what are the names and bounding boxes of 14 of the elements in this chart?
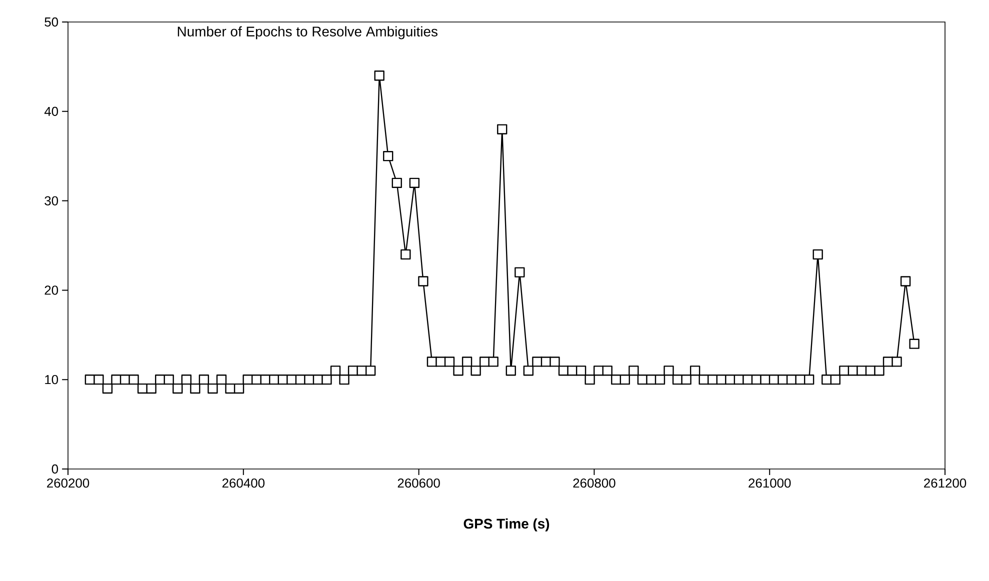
x-tick-label: 260400 xyxy=(222,478,264,488)
x-tick-label: 260800 xyxy=(573,478,616,488)
x-tick-label: 260200 xyxy=(47,478,90,488)
y-tick-label: 0 xyxy=(52,464,58,474)
y-tick-label: 50 xyxy=(44,17,58,27)
y-tick-label: 20 xyxy=(44,286,58,295)
y-tick-label: 40 xyxy=(44,106,58,116)
y-tick-label: 30 xyxy=(44,196,58,206)
chart-title: Number of Epochs to Resolve Ambiguities xyxy=(178,26,438,40)
y-tick-label: 10 xyxy=(45,375,58,384)
x-tick-label: 261200 xyxy=(924,478,966,488)
x-axis-title: GPS Time (s) xyxy=(464,518,550,532)
x-tick-label: 261000 xyxy=(748,478,791,488)
x-tick-label: 260600 xyxy=(398,478,440,488)
